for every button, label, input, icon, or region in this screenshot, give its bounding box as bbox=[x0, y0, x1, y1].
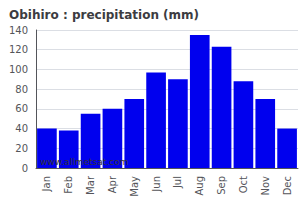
svg-text:80: 80 bbox=[15, 84, 28, 95]
svg-text:www.allmetsat.com: www.allmetsat.com bbox=[40, 157, 128, 167]
svg-text:Aug: Aug bbox=[194, 176, 205, 196]
svg-text:Dec: Dec bbox=[282, 176, 293, 195]
svg-text:Sep: Sep bbox=[216, 176, 227, 195]
svg-text:Jul: Jul bbox=[172, 176, 183, 189]
svg-text:Obihiro : precipitation (mm): Obihiro : precipitation (mm) bbox=[9, 8, 199, 22]
svg-text:Jan: Jan bbox=[41, 176, 52, 192]
svg-text:Oct: Oct bbox=[238, 176, 249, 193]
svg-text:20: 20 bbox=[15, 143, 28, 154]
svg-text:Apr: Apr bbox=[107, 175, 118, 193]
svg-text:0: 0 bbox=[22, 163, 28, 174]
svg-text:40: 40 bbox=[15, 123, 28, 134]
svg-text:Nov: Nov bbox=[260, 176, 271, 196]
svg-text:120: 120 bbox=[9, 44, 28, 55]
svg-text:60: 60 bbox=[15, 103, 28, 114]
svg-text:100: 100 bbox=[9, 64, 28, 75]
svg-text:Mar: Mar bbox=[85, 175, 96, 195]
svg-text:Jun: Jun bbox=[151, 176, 162, 193]
svg-text:140: 140 bbox=[9, 25, 28, 36]
svg-text:Feb: Feb bbox=[63, 176, 74, 194]
svg-text:May: May bbox=[129, 176, 140, 197]
